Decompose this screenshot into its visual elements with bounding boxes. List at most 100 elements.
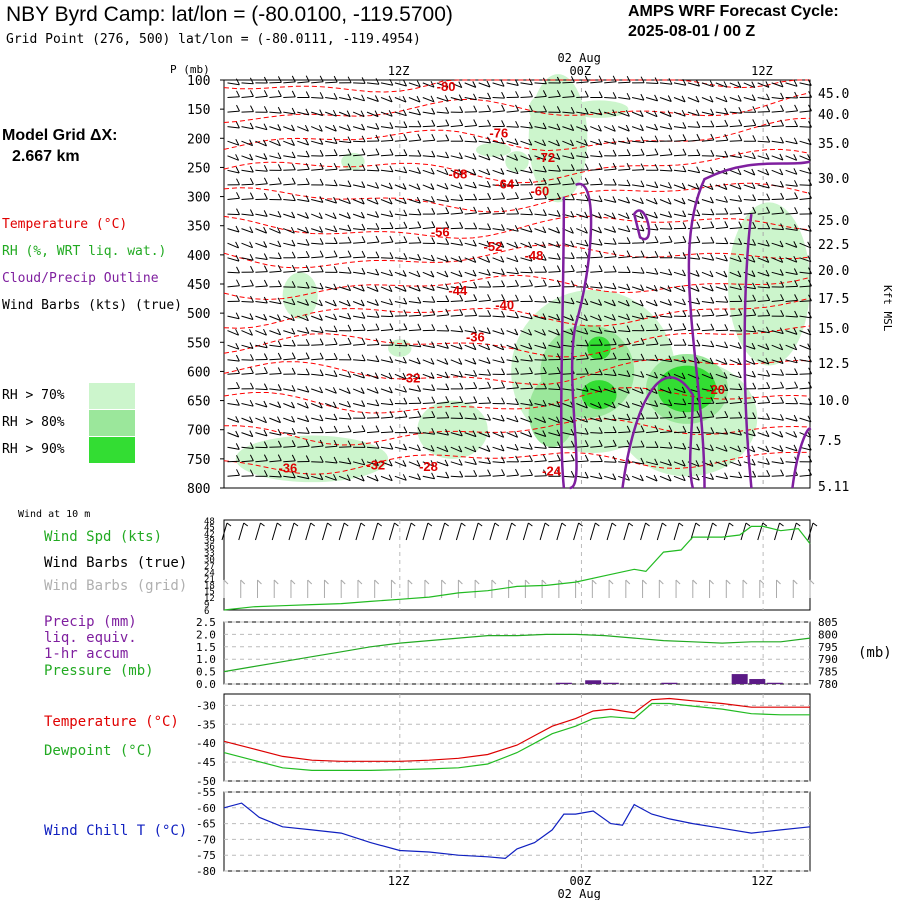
wind-barb-flag: [807, 167, 812, 174]
wind-barb-flag: [360, 197, 365, 205]
wind-barb: [492, 315, 505, 318]
wind-barb: [422, 155, 435, 158]
wind-barb-flag: [598, 226, 602, 234]
wind-barb-flag: [361, 94, 366, 102]
wind-barb-flag: [375, 182, 380, 189]
wind-barb: [687, 126, 700, 128]
wind-barb: [729, 475, 742, 479]
wind-barb-flag: [696, 133, 701, 141]
wind-barb: [659, 154, 673, 157]
wind-barb-flag: [724, 150, 729, 158]
wind-barb: [436, 140, 449, 142]
wind-barb-flag: [653, 387, 658, 394]
wind-barb: [227, 257, 240, 262]
wind-barb-flag: [403, 221, 408, 229]
wind-barb: [534, 198, 547, 200]
wind-barb-flag: [389, 310, 394, 317]
wind-barb: [729, 140, 742, 142]
wind-barb-flag: [291, 454, 296, 462]
wind-barb: [799, 387, 812, 390]
wind-barb: [464, 155, 477, 160]
wind-barb: [632, 256, 645, 259]
wind-barb: [757, 461, 770, 465]
wind-barb: [283, 270, 296, 273]
wind-barb-flag: [696, 236, 701, 243]
wind-panel-ytick-3: 39: [204, 536, 215, 546]
wind-barb-flag: [263, 429, 268, 437]
wind-barb-flag: [556, 253, 561, 260]
wind-barb-flag: [501, 368, 506, 375]
true-barb-flag: [645, 522, 650, 527]
wind-barb-flag: [570, 297, 575, 305]
wind-barb-flag: [236, 455, 240, 462]
wind-barb-flag: [486, 240, 491, 248]
true-barb: [774, 522, 780, 541]
wind-barb: [534, 82, 547, 85]
wind-barb: [422, 139, 435, 142]
wind-barb-flag: [723, 81, 728, 88]
wind-barb: [297, 270, 310, 273]
wind-barb-flag: [389, 222, 394, 229]
wind-barb: [590, 445, 603, 448]
pressure-ytick-2: 795: [818, 641, 838, 654]
wind-barb-flag: [667, 95, 672, 102]
wind-barb: [520, 446, 533, 450]
wind-barb-flag: [361, 250, 366, 258]
wind-barb: [715, 359, 728, 365]
wind-barb: [464, 257, 476, 263]
wind-barb-flag: [807, 225, 812, 232]
wind-barb: [339, 228, 351, 232]
wind-barb: [380, 416, 394, 419]
wind-barb-flag: [430, 284, 435, 291]
wind-barb: [311, 168, 324, 171]
wind-barb-flag: [529, 295, 533, 302]
wind-barb-flag: [291, 151, 296, 159]
wind-barb: [241, 257, 254, 261]
wind-panel-ytick-14: 6: [204, 607, 209, 617]
wind-barb: [283, 344, 296, 347]
wind-barb: [771, 155, 784, 161]
wind-barb-flag: [584, 107, 589, 115]
wind-barb: [534, 330, 546, 336]
wind-barb: [255, 155, 268, 160]
wind-barb-flag: [263, 353, 268, 360]
wind-barb-flag: [640, 337, 645, 345]
accum-label: 1-hr accum: [44, 646, 129, 662]
wind-barb-flag: [458, 81, 463, 88]
wind-barb: [436, 169, 449, 176]
wind-barb: [394, 301, 407, 305]
wind-barb-flag: [389, 210, 394, 217]
true-barb: [807, 522, 814, 541]
wind-barb: [283, 475, 296, 479]
wind-barb-flag: [417, 253, 422, 261]
wind-barb: [729, 111, 742, 114]
wind-barb: [366, 329, 380, 332]
precip-label: Precip (mm): [44, 614, 137, 630]
wind-barb: [729, 97, 742, 102]
wind-barb-flag: [361, 148, 366, 155]
wind-barb: [283, 242, 296, 247]
wind-barb-flag: [780, 369, 785, 376]
wind-barb-flag: [668, 323, 673, 330]
wind-barb: [729, 330, 742, 332]
wind-barb: [352, 403, 365, 407]
wind-barb-flag: [403, 209, 408, 217]
wind-barb: [478, 387, 491, 390]
wind-barb: [659, 213, 672, 218]
wind-barb: [715, 286, 728, 291]
wind-barb: [534, 155, 546, 161]
true-barb: [255, 522, 261, 541]
wind-barb: [325, 431, 338, 434]
wind-barb: [352, 184, 365, 188]
windchill-panel-ytick-2: -65: [196, 818, 216, 831]
wind-barb-flag: [263, 241, 268, 248]
wind-barb: [562, 155, 575, 160]
wind-barb: [269, 417, 281, 424]
wind-barb-flag: [515, 267, 519, 274]
wind-barb-flag: [318, 212, 323, 219]
true-barb: [321, 522, 328, 541]
wind-barb-flag: [347, 224, 352, 232]
wind-barb-flag: [710, 167, 714, 174]
isotherm-2: [223, 117, 811, 152]
wind-barb: [757, 387, 770, 390]
